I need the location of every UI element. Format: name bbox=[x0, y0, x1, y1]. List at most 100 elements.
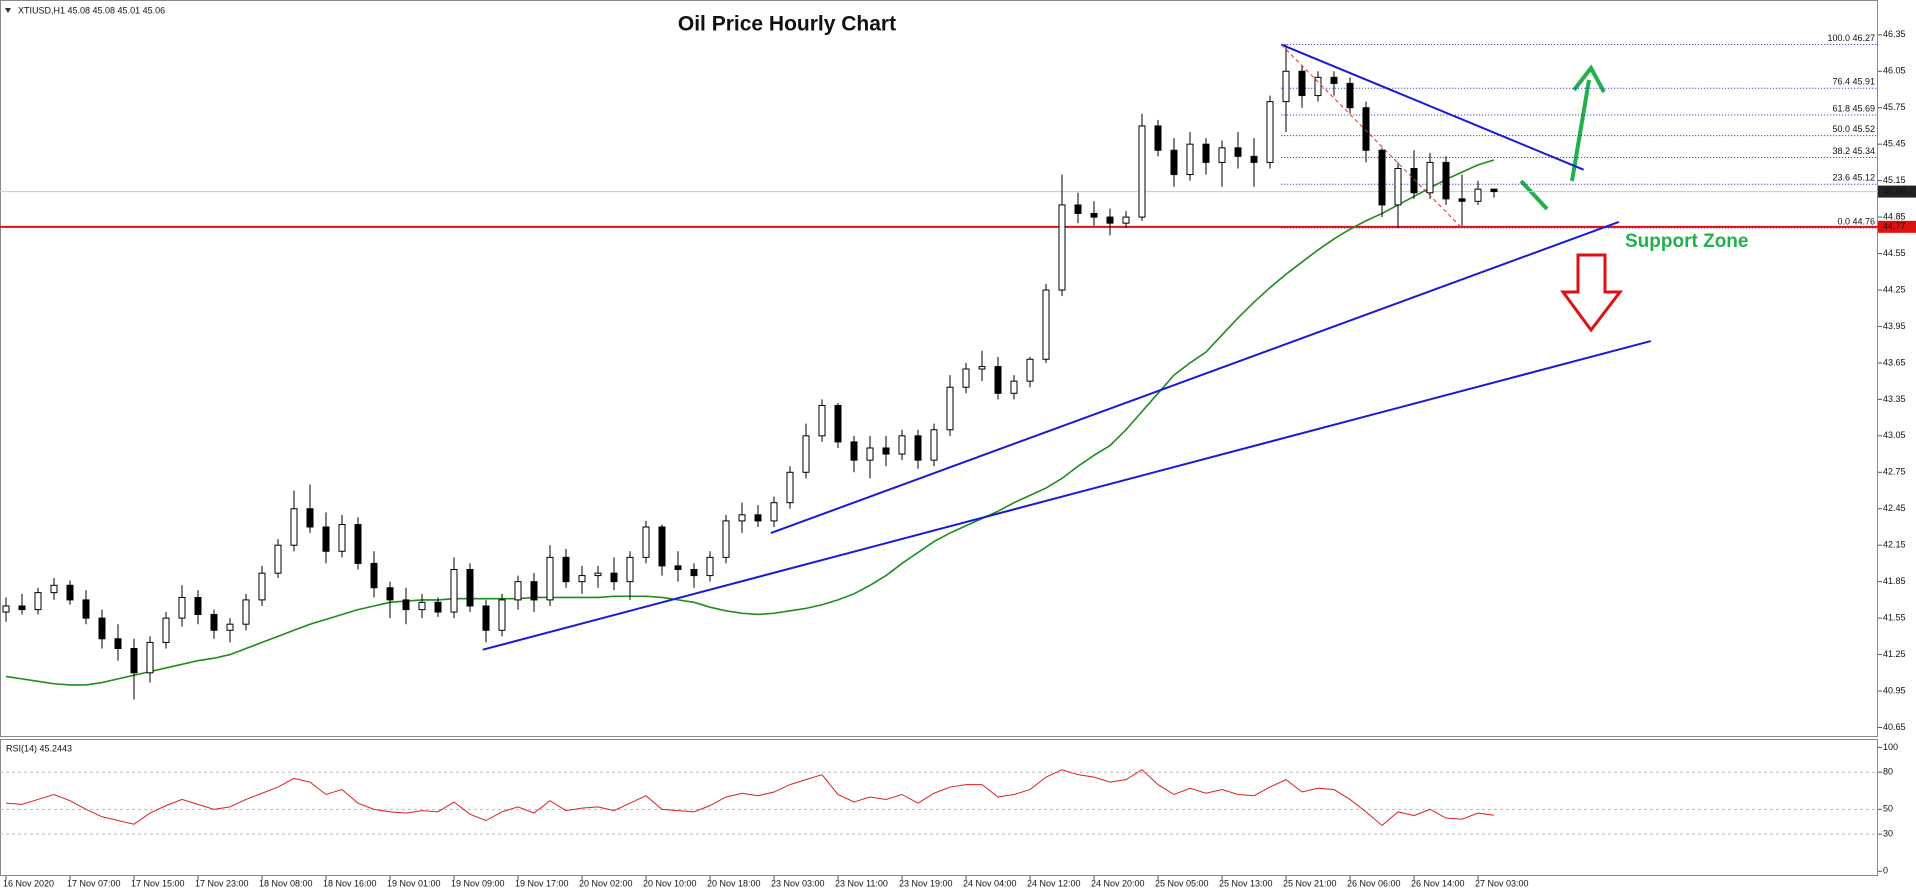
fib-label: 50.0 45.52 bbox=[1832, 124, 1875, 134]
candle-body bbox=[770, 502, 778, 522]
candle-body bbox=[1250, 155, 1258, 163]
candle-body bbox=[1474, 188, 1482, 202]
candle-body bbox=[850, 441, 858, 461]
y-tick-label: 46.05 bbox=[1883, 66, 1906, 76]
rsi-title: RSI(14) 45.2443 bbox=[6, 743, 72, 753]
candle-body bbox=[914, 435, 922, 461]
price-panel bbox=[0, 0, 1878, 737]
candle-body bbox=[114, 638, 122, 650]
candle-body bbox=[1458, 198, 1466, 202]
candle-body bbox=[642, 526, 650, 558]
candle-body bbox=[1218, 147, 1226, 163]
candle-body bbox=[354, 524, 362, 564]
candle-body bbox=[1026, 358, 1034, 382]
candle-body bbox=[1186, 143, 1194, 176]
x-tick-label: 24 Nov 20:00 bbox=[1091, 878, 1145, 888]
y-tick-label: 44.55 bbox=[1883, 248, 1906, 258]
candle-body bbox=[1010, 380, 1018, 394]
candle-body bbox=[930, 429, 938, 461]
candle-body bbox=[1298, 70, 1306, 97]
fib-label: 61.8 45.69 bbox=[1832, 103, 1875, 113]
candle-body bbox=[1442, 161, 1450, 200]
candle-body bbox=[1138, 125, 1146, 218]
x-tick-label: 26 Nov 06:00 bbox=[1347, 878, 1401, 888]
candle-body bbox=[2, 605, 10, 613]
y-tick-label: 42.15 bbox=[1883, 540, 1906, 550]
candle-body bbox=[1282, 70, 1290, 103]
y-tick-label: 80 bbox=[1883, 767, 1893, 777]
candle-body bbox=[450, 569, 458, 613]
candle-body bbox=[578, 575, 586, 583]
green-stroke bbox=[1519, 179, 1549, 211]
candle-body bbox=[194, 596, 202, 615]
candle-body bbox=[1122, 216, 1130, 224]
candle-body bbox=[418, 601, 426, 611]
fib-label: 23.6 45.12 bbox=[1832, 173, 1875, 183]
x-tick-label: 27 Nov 03:00 bbox=[1475, 878, 1529, 888]
candle-body bbox=[1314, 76, 1322, 97]
candle-body bbox=[1234, 147, 1242, 157]
candle-body bbox=[1394, 167, 1402, 206]
y-tick-label: 41.25 bbox=[1883, 649, 1906, 659]
x-tick-label: 23 Nov 19:00 bbox=[899, 878, 953, 888]
x-tick-label: 20 Nov 10:00 bbox=[643, 878, 697, 888]
candle-body bbox=[1154, 125, 1162, 151]
candle-body bbox=[226, 623, 234, 631]
red-arrow bbox=[1560, 253, 1624, 333]
candle-body bbox=[1490, 188, 1498, 193]
y-tick-label: 41.85 bbox=[1883, 576, 1906, 586]
y-tick-label: 45.15 bbox=[1883, 175, 1906, 185]
y-tick-label: 44.25 bbox=[1883, 284, 1906, 294]
candle-body bbox=[1202, 143, 1210, 163]
y-tick-label: 43.95 bbox=[1883, 321, 1906, 331]
candle-body bbox=[594, 572, 602, 577]
candle-body bbox=[1042, 289, 1050, 360]
trendline bbox=[1280, 43, 1584, 171]
candle-body bbox=[1362, 107, 1370, 151]
x-tick-label: 25 Nov 21:00 bbox=[1283, 878, 1337, 888]
candle-body bbox=[258, 572, 266, 601]
candle-body bbox=[626, 556, 634, 583]
candle-body bbox=[834, 404, 842, 443]
rsi-line bbox=[5, 769, 1495, 827]
candle-body bbox=[1346, 82, 1354, 109]
candle-body bbox=[1074, 204, 1082, 214]
symbol-header: XTIUSD,H1 45.08 45.08 45.01 45.06 bbox=[18, 5, 165, 15]
candle-body bbox=[994, 366, 1002, 394]
y-tick-label: 45.45 bbox=[1883, 139, 1906, 149]
x-tick-label: 25 Nov 13:00 bbox=[1219, 878, 1273, 888]
candle-body bbox=[754, 514, 762, 522]
y-tick-label: 43.65 bbox=[1883, 357, 1906, 367]
last-price-box bbox=[1878, 185, 1916, 198]
candle-body bbox=[498, 599, 506, 631]
candle-body bbox=[50, 584, 58, 594]
candle-body bbox=[178, 596, 186, 619]
candle-body bbox=[162, 617, 170, 643]
fib-label: 0.0 44.76 bbox=[1837, 216, 1875, 226]
y-tick-label: 46.35 bbox=[1883, 29, 1906, 39]
x-tick-label: 18 Nov 16:00 bbox=[323, 878, 377, 888]
candle-body bbox=[1330, 76, 1338, 84]
candle-body bbox=[130, 648, 138, 674]
fib-label: 38.2 45.34 bbox=[1832, 146, 1875, 156]
candle-body bbox=[66, 584, 74, 601]
candle-body bbox=[290, 508, 298, 546]
candle-body bbox=[482, 605, 490, 631]
candle-body bbox=[722, 520, 730, 558]
last-price-label: 45.06 bbox=[1883, 186, 1906, 196]
candle-body bbox=[34, 592, 42, 611]
candle-body bbox=[674, 565, 682, 571]
candle-body bbox=[802, 435, 810, 473]
candle-body bbox=[562, 556, 570, 583]
candle-body bbox=[1426, 161, 1434, 194]
x-tick-label: 23 Nov 03:00 bbox=[771, 878, 825, 888]
candle-body bbox=[18, 605, 26, 611]
fib-label: 100.0 46.27 bbox=[1827, 33, 1875, 43]
candle-body bbox=[322, 526, 330, 552]
y-tick-label: 0 bbox=[1883, 866, 1888, 876]
x-tick-label: 24 Nov 12:00 bbox=[1027, 878, 1081, 888]
y-tick-label: 41.55 bbox=[1883, 612, 1906, 622]
candle-body bbox=[610, 572, 618, 583]
